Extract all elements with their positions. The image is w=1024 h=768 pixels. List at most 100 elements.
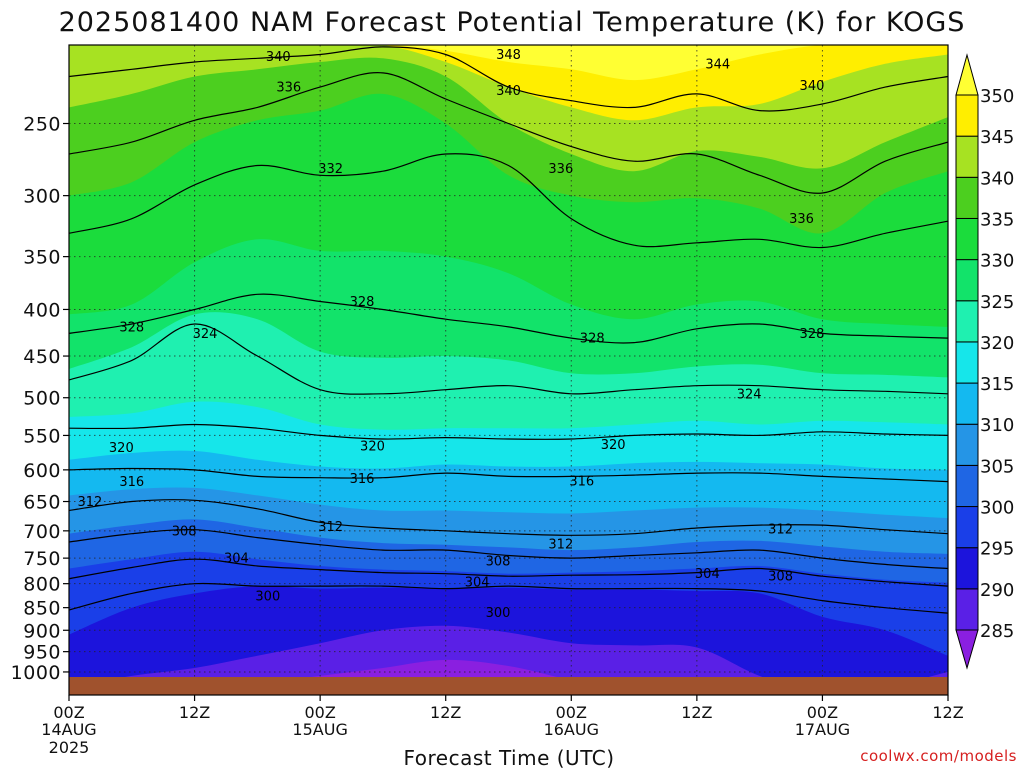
- x-date-label-0: 14AUG: [41, 720, 96, 739]
- isentrope-328: [69, 293, 948, 344]
- isentrope-label-12: 328: [580, 332, 605, 347]
- y-tick-label-250: 250: [23, 114, 61, 136]
- colorbar-box-300: [955, 464, 979, 508]
- colorbar-label-345: 345: [980, 127, 1014, 148]
- colorbar-box-305: [955, 423, 979, 466]
- colorbar-label-310: 310: [980, 415, 1014, 436]
- isentrope-340: [69, 46, 948, 112]
- isentrope-label-1: 348: [496, 48, 521, 63]
- y-tick-label-450: 450: [23, 346, 61, 368]
- colorbar-label-325: 325: [980, 292, 1014, 313]
- colorbar-label-335: 335: [980, 209, 1014, 230]
- pressure-axis: 2503003504004505005506006507007508008509…: [11, 114, 69, 684]
- isentrope-label-5: 336: [276, 81, 301, 96]
- colorbar-label-330: 330: [980, 251, 1014, 272]
- isentrope-label-19: 316: [350, 472, 375, 487]
- isentrope-316: [69, 467, 948, 483]
- colorbar-arrow-high: [955, 53, 979, 96]
- colorbar-box-285: [955, 588, 979, 631]
- y-tick-label-550: 550: [23, 425, 61, 447]
- colorbar-label-300: 300: [980, 498, 1014, 519]
- colorbar-box-310: [955, 382, 979, 425]
- colorbar-label-320: 320: [980, 333, 1014, 354]
- x-axis-label: Forecast Time (UTC): [403, 746, 614, 768]
- isentrope-label-23: 312: [548, 538, 573, 553]
- colorbar-box-340: [955, 135, 979, 178]
- plot-area: 340 348 344 340 340 336 336 336 332 328 324 328 328 3…: [68, 44, 949, 696]
- x-date-label-48: 16AUG: [544, 720, 599, 739]
- isentrope-label-24: 312: [768, 523, 793, 538]
- colorbar-box-330: [955, 217, 979, 261]
- isentrope-label-17: 320: [601, 438, 626, 453]
- isentrope-label-25: 308: [172, 524, 197, 539]
- colorbar-label-290: 290: [980, 580, 1014, 601]
- isentrope-label-26: 308: [486, 554, 511, 569]
- isentrope-label-30: 304: [695, 567, 720, 582]
- isentrope-label-4: 340: [800, 79, 825, 94]
- y-tick-label-350: 350: [23, 247, 61, 269]
- isentrope-label-2: 344: [705, 57, 730, 72]
- isentrope-312: [69, 499, 948, 536]
- x-tick-label-60: 12Z: [681, 703, 712, 722]
- colorbar-box-315: [955, 341, 979, 384]
- x-tick-label-36: 12Z: [430, 703, 461, 722]
- y-tick-label-800: 800: [23, 574, 61, 596]
- isentrope-label-20: 316: [569, 474, 594, 489]
- isentrope-308: [69, 529, 948, 570]
- colorbar-label-350: 350: [980, 86, 1014, 107]
- colorbar-arrow-low: [955, 629, 979, 670]
- isentrope-label-10: 324: [193, 327, 218, 342]
- ground-surface: [69, 677, 948, 695]
- isentrope-label-8: 332: [318, 162, 343, 177]
- isentrope-label-15: 320: [109, 441, 134, 456]
- isentrope-label-11: 328: [350, 295, 375, 310]
- isentrope-label-18: 316: [119, 475, 144, 490]
- x-year-label-0: 2025: [49, 738, 90, 757]
- isentrope-label-27: 308: [768, 570, 793, 585]
- isentrope-label-22: 312: [318, 520, 343, 535]
- x-date-label-72: 17AUG: [795, 720, 850, 739]
- y-tick-label-900: 900: [23, 620, 61, 642]
- colorbar-box-320: [955, 300, 979, 343]
- isentrope-label-9: 328: [119, 320, 144, 335]
- x-tick-label-48: 00Z: [556, 703, 587, 722]
- y-tick-label-850: 850: [23, 598, 61, 620]
- isentrope-label-32: 300: [486, 606, 511, 621]
- isentrope-label-6: 336: [548, 162, 573, 177]
- colorbar-box-295: [955, 506, 979, 549]
- isentrope-label-0: 340: [266, 50, 291, 65]
- isentrope-336: [69, 72, 948, 194]
- colorbar-label-305: 305: [980, 456, 1014, 477]
- isentrope-label-28: 304: [224, 552, 249, 567]
- y-tick-label-700: 700: [23, 521, 61, 543]
- colorbar-label-340: 340: [980, 168, 1014, 189]
- colorbar-legend: 285 290 295 300 305 310 315 320 325 330 335 340 345 3…: [955, 53, 1014, 670]
- y-tick-label-750: 750: [23, 548, 61, 570]
- y-tick-label-1000: 1000: [11, 662, 61, 684]
- y-tick-label-600: 600: [23, 460, 61, 482]
- colorbar-label-295: 295: [980, 539, 1014, 560]
- y-tick-label-500: 500: [23, 388, 61, 410]
- colorbar-box-325: [955, 259, 979, 302]
- x-tick-label-0: 00Z: [53, 703, 84, 722]
- x-tick-label-12: 12Z: [179, 703, 210, 722]
- plot-frame: [68, 44, 949, 696]
- isentrope-label-21: 312: [78, 495, 103, 510]
- isentrope-label-7: 336: [789, 212, 814, 227]
- colorbar-box-335: [955, 176, 979, 219]
- y-tick-label-950: 950: [23, 642, 61, 664]
- chart-title: 2025081400 NAM Forecast Potential Temper…: [59, 7, 966, 38]
- isentrope-324: [69, 323, 948, 395]
- y-tick-label-400: 400: [23, 299, 61, 321]
- isentrope-label-13: 328: [800, 327, 825, 342]
- colorbar-label-285: 285: [980, 621, 1014, 642]
- x-tick-label-72: 00Z: [807, 703, 838, 722]
- isentrope-332: [69, 153, 948, 249]
- isentrope-304: [69, 558, 948, 587]
- isentrope-label-29: 304: [465, 576, 490, 591]
- x-tick-label-24: 00Z: [304, 703, 335, 722]
- isentrope-300: [69, 582, 948, 614]
- isentrope-label-3: 340: [496, 84, 521, 99]
